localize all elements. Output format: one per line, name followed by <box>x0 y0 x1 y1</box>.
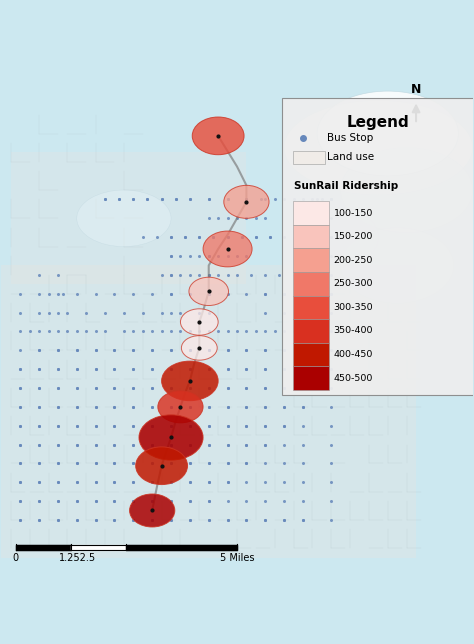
Ellipse shape <box>317 91 458 176</box>
Ellipse shape <box>303 209 378 265</box>
Ellipse shape <box>284 100 473 194</box>
Text: 250-300: 250-300 <box>334 279 373 289</box>
FancyBboxPatch shape <box>293 272 329 296</box>
Text: 300-350: 300-350 <box>334 303 373 312</box>
FancyBboxPatch shape <box>293 366 329 390</box>
Text: Bus Stop: Bus Stop <box>327 133 373 143</box>
Text: 100-150: 100-150 <box>334 209 373 218</box>
Ellipse shape <box>136 447 188 484</box>
Text: 350-400: 350-400 <box>334 327 373 336</box>
Ellipse shape <box>203 231 252 267</box>
Text: Land use: Land use <box>327 152 374 162</box>
Text: 5 Miles: 5 Miles <box>220 553 254 563</box>
FancyBboxPatch shape <box>293 202 329 225</box>
Text: 200-250: 200-250 <box>334 256 373 265</box>
FancyBboxPatch shape <box>293 296 329 319</box>
Text: 0: 0 <box>12 553 18 563</box>
FancyBboxPatch shape <box>293 343 329 366</box>
FancyBboxPatch shape <box>293 151 325 164</box>
Text: 400-450: 400-450 <box>334 350 373 359</box>
FancyBboxPatch shape <box>11 153 246 284</box>
Ellipse shape <box>189 277 228 305</box>
FancyBboxPatch shape <box>282 98 474 395</box>
Text: 450-500: 450-500 <box>334 374 373 383</box>
Text: N: N <box>411 83 421 96</box>
Ellipse shape <box>129 494 175 527</box>
Text: 1.252.5: 1.252.5 <box>59 553 96 563</box>
FancyBboxPatch shape <box>293 225 329 249</box>
Ellipse shape <box>77 190 171 247</box>
Ellipse shape <box>341 228 454 303</box>
Ellipse shape <box>341 147 473 232</box>
Ellipse shape <box>182 336 217 360</box>
Ellipse shape <box>158 391 203 423</box>
FancyBboxPatch shape <box>1 265 416 558</box>
FancyBboxPatch shape <box>293 319 329 343</box>
Text: SunRail Ridership: SunRail Ridership <box>293 180 398 191</box>
Ellipse shape <box>224 185 269 218</box>
Ellipse shape <box>139 415 203 460</box>
Text: Legend: Legend <box>347 115 410 129</box>
Text: 150-200: 150-200 <box>334 232 373 242</box>
Ellipse shape <box>181 309 218 335</box>
Ellipse shape <box>192 117 244 155</box>
Ellipse shape <box>162 361 218 401</box>
FancyBboxPatch shape <box>293 249 329 272</box>
